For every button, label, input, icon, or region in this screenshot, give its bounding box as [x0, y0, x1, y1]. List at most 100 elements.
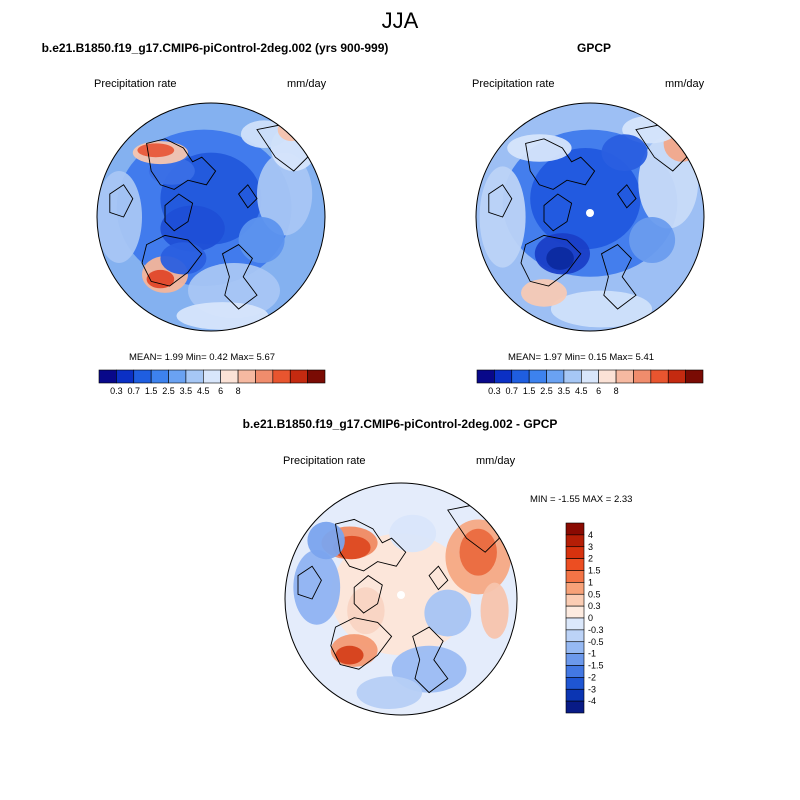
colorbar-swatch	[565, 641, 585, 654]
obs-panel-stats: MEAN= 1.97 Min= 0.15 Max= 5.41	[508, 352, 655, 363]
colorbar-tick-label: 4	[588, 530, 593, 540]
colorbar-swatch	[615, 369, 634, 384]
colorbar-tick-label: 0.3	[110, 386, 123, 396]
coastline	[353, 575, 383, 614]
colorbar-tick-label: 0.5	[588, 589, 601, 599]
diff-panel-variable-label: Precipitation rate	[283, 455, 366, 467]
colorbar-swatch	[116, 369, 135, 384]
map-field-patch	[480, 582, 509, 639]
coastline	[238, 184, 258, 209]
colorbar-swatch	[685, 369, 704, 384]
coastline	[109, 184, 134, 218]
coastline	[617, 184, 637, 209]
colorbar-swatch	[565, 593, 585, 607]
colorbar-swatch	[272, 369, 291, 384]
colorbar-tick-label: 0.3	[488, 386, 501, 396]
colorbar-tick-label: 6	[596, 386, 601, 396]
colorbar-swatch	[650, 369, 669, 384]
coastline	[164, 193, 194, 232]
model-colorbar: 0.3 0.7 1.5 2.5 3.5 4.5 6 8	[98, 369, 326, 396]
colorbar-swatch	[565, 617, 585, 631]
diff-panel-units-label: mm/day	[476, 455, 516, 467]
colorbar-swatch	[667, 369, 686, 384]
map-field-patch	[601, 134, 648, 171]
figure-title: JJA	[381, 8, 419, 33]
colorbar-tick-label: -1.5	[588, 661, 604, 671]
colorbar-swatch	[150, 369, 169, 384]
colorbar-tick-label: -2	[588, 672, 596, 682]
colorbar-tick-label: 2.5	[162, 386, 175, 396]
coastline	[543, 193, 573, 232]
map-field-patch	[148, 157, 195, 185]
map-field-patch	[530, 148, 641, 250]
colorbar-tick-label: 2.5	[540, 386, 553, 396]
coastline	[600, 244, 637, 310]
colorbar-swatch	[633, 369, 652, 384]
colorbar-tick-label: 6	[218, 386, 223, 396]
map-field-patch	[629, 217, 676, 263]
colorbar-tick-label: 1.5	[588, 566, 601, 576]
coastline	[525, 138, 596, 190]
map-boundary	[475, 102, 705, 332]
colorbar-swatch	[565, 677, 585, 690]
colorbar-swatch	[255, 369, 274, 384]
colorbar-tick-label: 3.5	[558, 386, 571, 396]
map-field-patch	[347, 587, 385, 635]
colorbar-swatch	[563, 369, 582, 384]
map-field-patch	[160, 242, 207, 275]
colorbar-tick-label: -1	[588, 649, 596, 659]
colorbar-swatch	[98, 369, 117, 384]
map-field-patch	[277, 118, 306, 142]
coastline	[221, 244, 258, 310]
colorbar-tick-label: 1.5	[145, 386, 158, 396]
colorbar-tick-label: 3.5	[180, 386, 193, 396]
coastline	[297, 565, 322, 600]
coastline	[520, 234, 582, 287]
map-field-patch	[335, 645, 364, 665]
diff-panel-stats: MIN = -1.55 MAX = 2.33	[530, 494, 633, 505]
colorbar-swatch	[133, 369, 152, 384]
colorbar-swatch	[565, 570, 585, 583]
colorbar-swatch	[565, 546, 585, 559]
map-field-patch	[137, 143, 175, 158]
model-panel-title: b.e21.B1850.f19_g17.CMIP6-piControl-2deg…	[41, 41, 389, 55]
colorbar-swatch	[565, 629, 585, 643]
map-field-patch	[146, 269, 175, 289]
diff-panel-title: b.e21.B1850.f19_g17.CMIP6-piControl-2deg…	[242, 417, 558, 431]
coastline	[146, 138, 217, 190]
colorbar-swatch	[565, 653, 585, 666]
map-boundary	[284, 482, 518, 716]
coastline	[334, 518, 407, 572]
coastline	[141, 234, 203, 287]
map-field-patch	[97, 171, 142, 263]
model-polar-map	[96, 102, 326, 332]
colorbar-swatch	[565, 522, 585, 536]
colorbar-swatch	[289, 369, 308, 384]
model-panel-units-label: mm/day	[287, 78, 327, 90]
colorbar-swatch	[581, 369, 599, 384]
obs-colorbar: 0.3 0.7 1.5 2.5 3.5 4.5 6 8	[476, 369, 704, 396]
map-field-patch	[521, 279, 567, 307]
colorbar-swatch	[546, 369, 565, 384]
colorbar-swatch	[565, 605, 585, 619]
colorbar-tick-label: -4	[588, 696, 596, 706]
map-field-patch	[356, 676, 423, 709]
colorbar-swatch	[565, 582, 585, 595]
map-field-patch	[424, 589, 472, 637]
colorbar-swatch	[565, 665, 585, 678]
colorbar-swatch	[476, 369, 495, 384]
map-field-patch	[546, 246, 574, 270]
colorbar-tick-label: 0.7	[506, 386, 519, 396]
colorbar-tick-label: 4.5	[197, 386, 210, 396]
map-field-patch	[240, 120, 287, 148]
colorbar-tick-label: 0	[588, 613, 593, 623]
colorbar-tick-label: -3	[588, 684, 596, 694]
map-field-patch	[550, 290, 653, 328]
colorbar-swatch	[565, 558, 585, 571]
map-field-patch	[307, 521, 345, 560]
model-panel-variable-label: Precipitation rate	[94, 78, 177, 90]
colorbar-swatch	[185, 369, 204, 384]
colorbar-swatch	[307, 369, 326, 384]
coastline	[488, 184, 513, 218]
colorbar-swatch	[598, 369, 617, 384]
